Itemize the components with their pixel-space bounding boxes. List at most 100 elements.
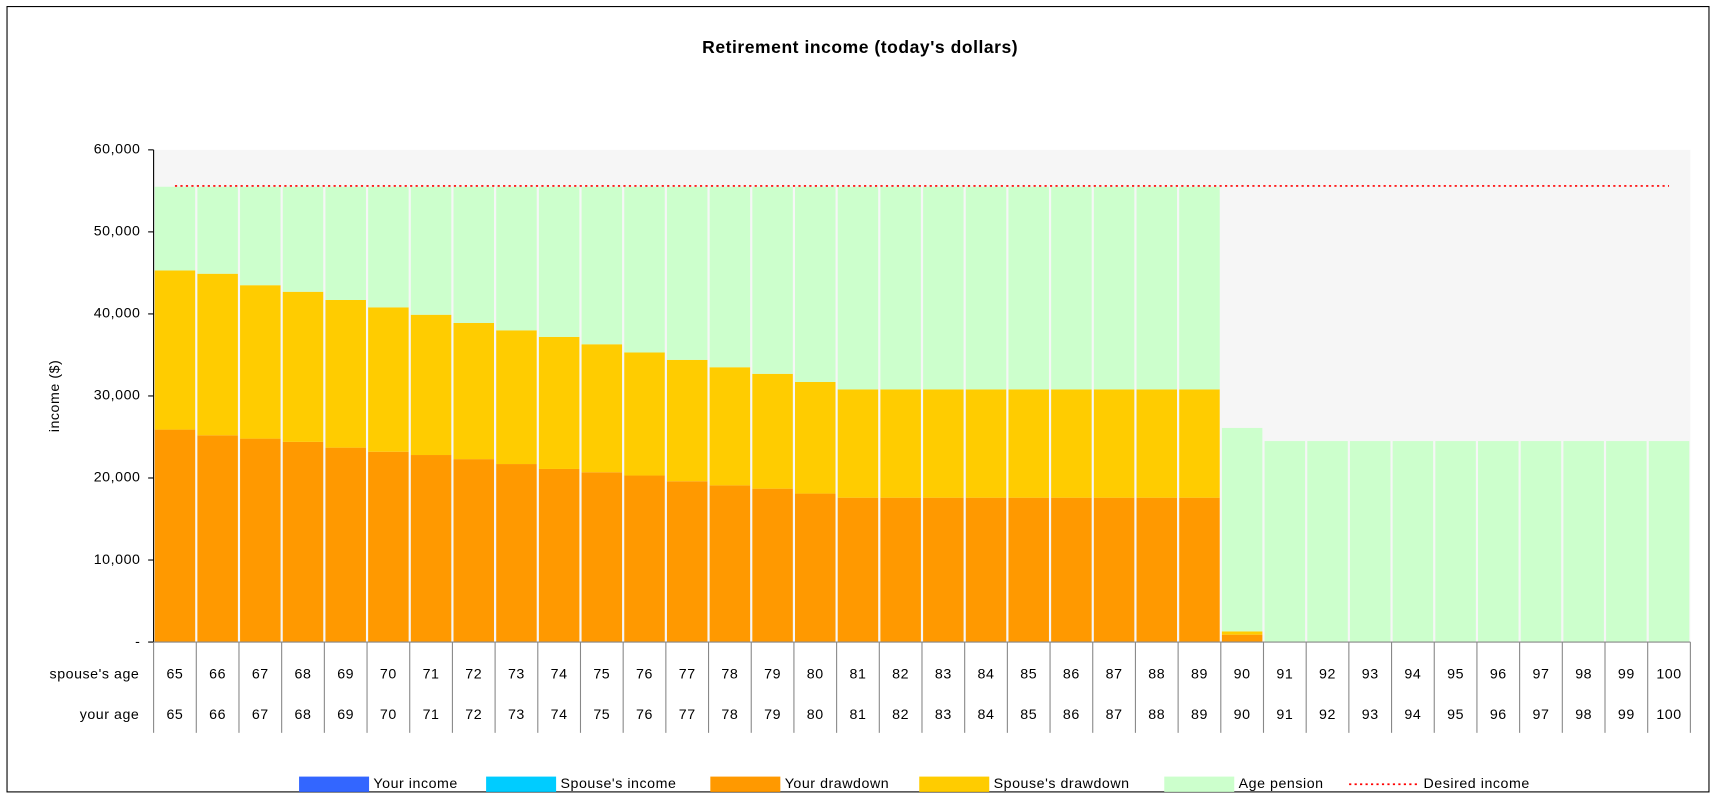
x-tick-label: 91 — [1276, 667, 1293, 683]
x-tick-label: 89 — [1191, 667, 1208, 683]
bar-segment — [923, 186, 964, 390]
bar-segment — [496, 330, 537, 465]
x-tick-label: 77 — [679, 667, 696, 683]
bar-segment — [795, 382, 836, 494]
bar-segment — [581, 472, 623, 643]
bar-segment — [624, 352, 665, 476]
bar-segment — [282, 291, 324, 442]
x-tick-label: 89 — [1191, 707, 1208, 723]
bar-segment — [1435, 441, 1476, 643]
bar-segment — [752, 373, 793, 489]
bar-segment — [154, 186, 196, 271]
bar-segment — [154, 270, 196, 430]
legend-label: Desired income — [1423, 776, 1529, 792]
x-tick-label: 83 — [935, 707, 952, 723]
bar-segment — [368, 451, 409, 643]
x-tick-label: 86 — [1063, 667, 1080, 683]
bar-segment — [1648, 441, 1690, 643]
bar-segment — [1136, 186, 1178, 390]
bar-segment — [624, 475, 665, 643]
legend-label: Your income — [373, 776, 457, 792]
bar-segment — [1093, 389, 1135, 498]
bar-segment — [197, 435, 238, 643]
bar-segment — [1136, 497, 1178, 643]
x-tick-label: 86 — [1063, 707, 1080, 723]
bar-segment — [1179, 186, 1220, 390]
bar-segment — [410, 314, 452, 456]
bar-segment — [154, 429, 196, 643]
bar-segment — [624, 186, 665, 353]
x-tick-label: 98 — [1575, 707, 1592, 723]
x-tick-label: 74 — [551, 667, 568, 683]
bar-segment — [453, 322, 495, 460]
legend-swatch — [1164, 776, 1235, 792]
x-tick-label: 69 — [337, 667, 354, 683]
bar-segment — [1349, 441, 1391, 643]
x-tick-label: 65 — [166, 707, 183, 723]
bar-segment — [282, 186, 324, 292]
x-tick-label: 73 — [508, 667, 525, 683]
bar-segment — [666, 359, 708, 482]
x-tick-label: 93 — [1362, 707, 1379, 723]
x-tick-label: 90 — [1234, 667, 1251, 683]
x-tick-label: 96 — [1490, 667, 1507, 683]
bar-segment — [453, 459, 495, 643]
x-tick-label: 65 — [166, 667, 183, 683]
legend-swatch — [486, 776, 557, 792]
bar-segment — [581, 186, 623, 345]
x-tick-label: 66 — [209, 667, 226, 683]
bar-segment — [1520, 441, 1562, 643]
x-tick-label: 70 — [380, 707, 397, 723]
x-tick-label: 72 — [465, 707, 482, 723]
y-tick-label: 50,000 — [94, 224, 141, 240]
legend-swatch — [710, 776, 781, 792]
row-label: your age — [80, 707, 140, 723]
y-tick-label: 40,000 — [94, 306, 141, 322]
x-tick-label: 83 — [935, 667, 952, 683]
bar-segment — [880, 389, 921, 498]
bar-segment — [538, 336, 580, 469]
x-tick-label: 99 — [1618, 707, 1635, 723]
x-tick-label: 88 — [1148, 667, 1165, 683]
x-tick-label: 94 — [1404, 667, 1421, 683]
bar-segment — [880, 186, 921, 390]
x-tick-label: 67 — [252, 667, 269, 683]
bar-segment — [1051, 186, 1092, 390]
bar-segment — [1264, 441, 1306, 643]
x-tick-label: 78 — [721, 707, 738, 723]
x-tick-label: 72 — [465, 667, 482, 683]
plot-area — [153, 149, 1691, 643]
x-tick-label: 92 — [1319, 707, 1336, 723]
x-tick-label: 100 — [1656, 707, 1681, 723]
x-tick-label: 75 — [593, 667, 610, 683]
x-tick-label: 85 — [1020, 707, 1037, 723]
bar-segment — [197, 186, 238, 274]
bar-segment — [282, 441, 324, 643]
x-tick-label: 68 — [295, 667, 312, 683]
bar-segment — [709, 186, 751, 368]
bar-segment — [837, 186, 879, 390]
bar-segment — [1179, 497, 1220, 643]
bar-segment — [325, 299, 366, 448]
x-tick-label: 88 — [1148, 707, 1165, 723]
x-tick-label: 98 — [1575, 667, 1592, 683]
x-tick-label: 84 — [978, 667, 995, 683]
bar-segment — [1008, 389, 1049, 498]
x-tick-label: 81 — [850, 667, 867, 683]
x-tick-label: 99 — [1618, 667, 1635, 683]
x-tick-label: 76 — [636, 707, 653, 723]
x-tick-label: 80 — [807, 667, 824, 683]
x-tick-label: 90 — [1234, 707, 1251, 723]
bar-segment — [923, 497, 964, 643]
legend-swatch — [299, 776, 370, 792]
x-tick-label: 87 — [1106, 707, 1123, 723]
x-tick-label: 71 — [423, 707, 440, 723]
x-tick-label: 85 — [1020, 667, 1037, 683]
bar-segment — [368, 186, 409, 308]
bar-segment — [1307, 441, 1348, 643]
legend-swatch — [919, 776, 990, 792]
x-tick-label: 71 — [423, 667, 440, 683]
bar-segment — [1051, 497, 1092, 643]
bar-segment — [240, 186, 281, 286]
bar-segment — [795, 493, 836, 643]
